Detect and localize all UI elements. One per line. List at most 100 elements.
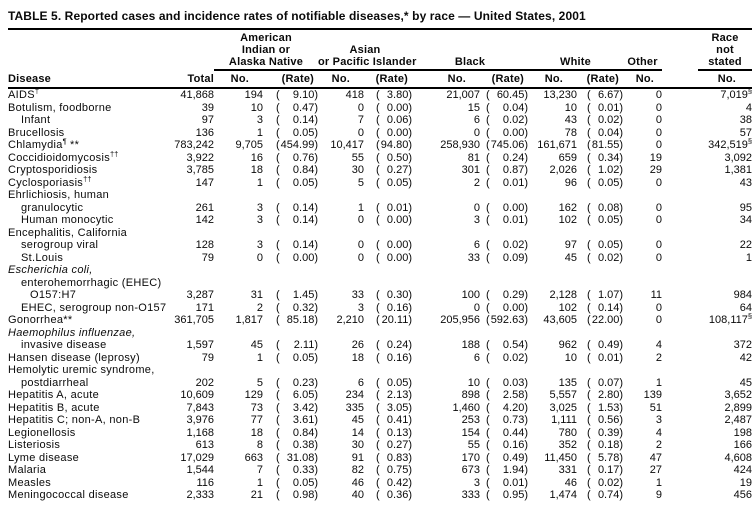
- rate-value: (0.02): [486, 352, 528, 365]
- rate-number: 0.01: [502, 214, 525, 226]
- disease-cell: Haemophilus influenzae,: [8, 326, 136, 339]
- rate-value: (0.32): [276, 302, 318, 315]
- rate-cell: (1.07): [577, 289, 623, 302]
- close-paren: ): [619, 464, 624, 476]
- rate-cell: (0.09): [480, 252, 528, 265]
- count-cell: 2: [655, 351, 663, 364]
- rate-cell: (0.01): [480, 177, 528, 190]
- count-cell: 2,128: [549, 289, 578, 301]
- rate-number: 0.05: [597, 214, 620, 226]
- close-paren: ): [524, 476, 529, 489]
- disease-cell: Coccidioidomycosis††: [8, 148, 119, 164]
- count-cell: 205,956: [440, 314, 480, 326]
- group-label: Race not stated: [698, 32, 753, 71]
- col-header-total: Total: [170, 32, 214, 89]
- close-paren: ): [314, 426, 318, 439]
- rate-value: (0.18): [587, 439, 623, 452]
- rate-cell: (0.08): [577, 202, 623, 215]
- rate-cell: (0.14): [263, 214, 318, 227]
- open-paren: (: [486, 489, 490, 501]
- rate-cell: (0.05): [577, 177, 623, 190]
- table-row: postdiarrheal 202 5 (0.23) 6 (0.05) 10 (0.03) 13…: [8, 377, 752, 390]
- rate-value: (0.05): [276, 177, 318, 190]
- group-header-row: Hemolytic uremic syndrome,: [8, 364, 752, 377]
- rate-cell: (0.32): [263, 302, 318, 315]
- count-cell: 188: [461, 339, 480, 351]
- close-paren: ): [408, 101, 412, 114]
- close-paren: ): [619, 489, 624, 501]
- rate-value: (0.05): [276, 127, 318, 140]
- count-cell: 2,210: [336, 314, 364, 326]
- rate-number: 0.00: [386, 214, 409, 226]
- open-paren: (: [587, 126, 591, 139]
- rate-cell: (3.80): [364, 88, 412, 102]
- count-cell: 962: [558, 339, 578, 351]
- col-header-no: No.: [662, 71, 753, 89]
- group-label-line: Indian or: [241, 44, 291, 56]
- open-paren: (: [376, 101, 380, 114]
- rate-number: 6.05: [292, 389, 315, 401]
- group-label-line: stated: [708, 56, 742, 68]
- open-paren: (: [486, 464, 490, 476]
- count-cell: 10: [564, 351, 578, 364]
- count-cell: 673: [461, 464, 480, 476]
- rate-number: 0.02: [597, 114, 620, 126]
- count-cell: 6: [357, 376, 364, 389]
- rate-cell: (0.24): [364, 339, 412, 352]
- rate-value: (0.04): [587, 127, 623, 140]
- close-paren: ): [408, 426, 412, 439]
- open-paren: (: [376, 414, 380, 426]
- count-cell: 9,705: [235, 139, 263, 151]
- rate-value: (0.00): [376, 239, 412, 252]
- rate-value: (9.10): [276, 89, 318, 102]
- total-cell: 79: [201, 351, 214, 364]
- total-cell: 3,976: [186, 414, 214, 426]
- rate-value: (0.01): [587, 102, 623, 115]
- open-paren: (: [486, 476, 490, 489]
- rate-value: (0.16): [486, 439, 528, 452]
- rate-cell: (0.75): [364, 464, 412, 477]
- count-cell: 30: [351, 439, 364, 451]
- rate-cell: (81.55): [577, 139, 623, 152]
- rate-cell: (0.38): [263, 439, 318, 452]
- close-paren: ): [408, 489, 412, 501]
- close-paren: ): [524, 439, 529, 451]
- count-cell: 7: [357, 114, 364, 126]
- open-paren: (: [276, 289, 280, 301]
- disease-cell: Meningococcal disease: [8, 489, 129, 501]
- close-paren: ): [524, 251, 529, 264]
- total-cell: 147: [195, 176, 214, 189]
- rate-number: 22.00: [591, 314, 620, 326]
- rate-cell: (0.03): [480, 377, 528, 390]
- rate-number: 81.55: [591, 139, 620, 151]
- count-cell: 42: [739, 351, 753, 364]
- close-paren: ): [314, 376, 318, 389]
- open-paren: (: [486, 239, 490, 251]
- open-paren: (: [587, 414, 591, 426]
- group-label-line: Race: [711, 32, 739, 44]
- count-cell: 0: [473, 126, 480, 139]
- close-paren: ): [408, 414, 412, 426]
- close-paren: ): [314, 151, 318, 164]
- close-paren: ): [408, 201, 412, 214]
- total-cell: 1,544: [186, 464, 214, 476]
- disease-cell: Lyme disease: [8, 451, 80, 464]
- rate-cell: (2.80): [577, 389, 623, 402]
- count-cell: 2: [655, 439, 663, 451]
- disease-cell: Hansen disease (leprosy): [8, 351, 140, 364]
- rate-number: 745.06: [490, 139, 525, 151]
- rate-cell: (1.53): [577, 402, 623, 415]
- count-cell: 10: [250, 101, 263, 114]
- disease-cell: serogroup viral: [21, 239, 99, 251]
- table-row: invasive disease 1,597 45 (2.11) 26 (0.24) 188…: [8, 339, 752, 352]
- count-cell: 9: [655, 489, 663, 501]
- close-paren: ): [408, 301, 412, 314]
- rate-value: (0.36): [376, 489, 412, 502]
- table-row: Cryptosporidiosis 3,785 18 (0.84) 30 (0.27) 30…: [8, 164, 752, 177]
- group-header-row: enterohemorrhagic (EHEC): [8, 277, 752, 290]
- col-header-rate: (Rate): [480, 71, 529, 89]
- rate-number: 20.11: [381, 314, 409, 326]
- rate-number: 0.95: [502, 489, 525, 501]
- open-paren: (: [587, 176, 591, 189]
- count-cell: 22: [739, 239, 753, 251]
